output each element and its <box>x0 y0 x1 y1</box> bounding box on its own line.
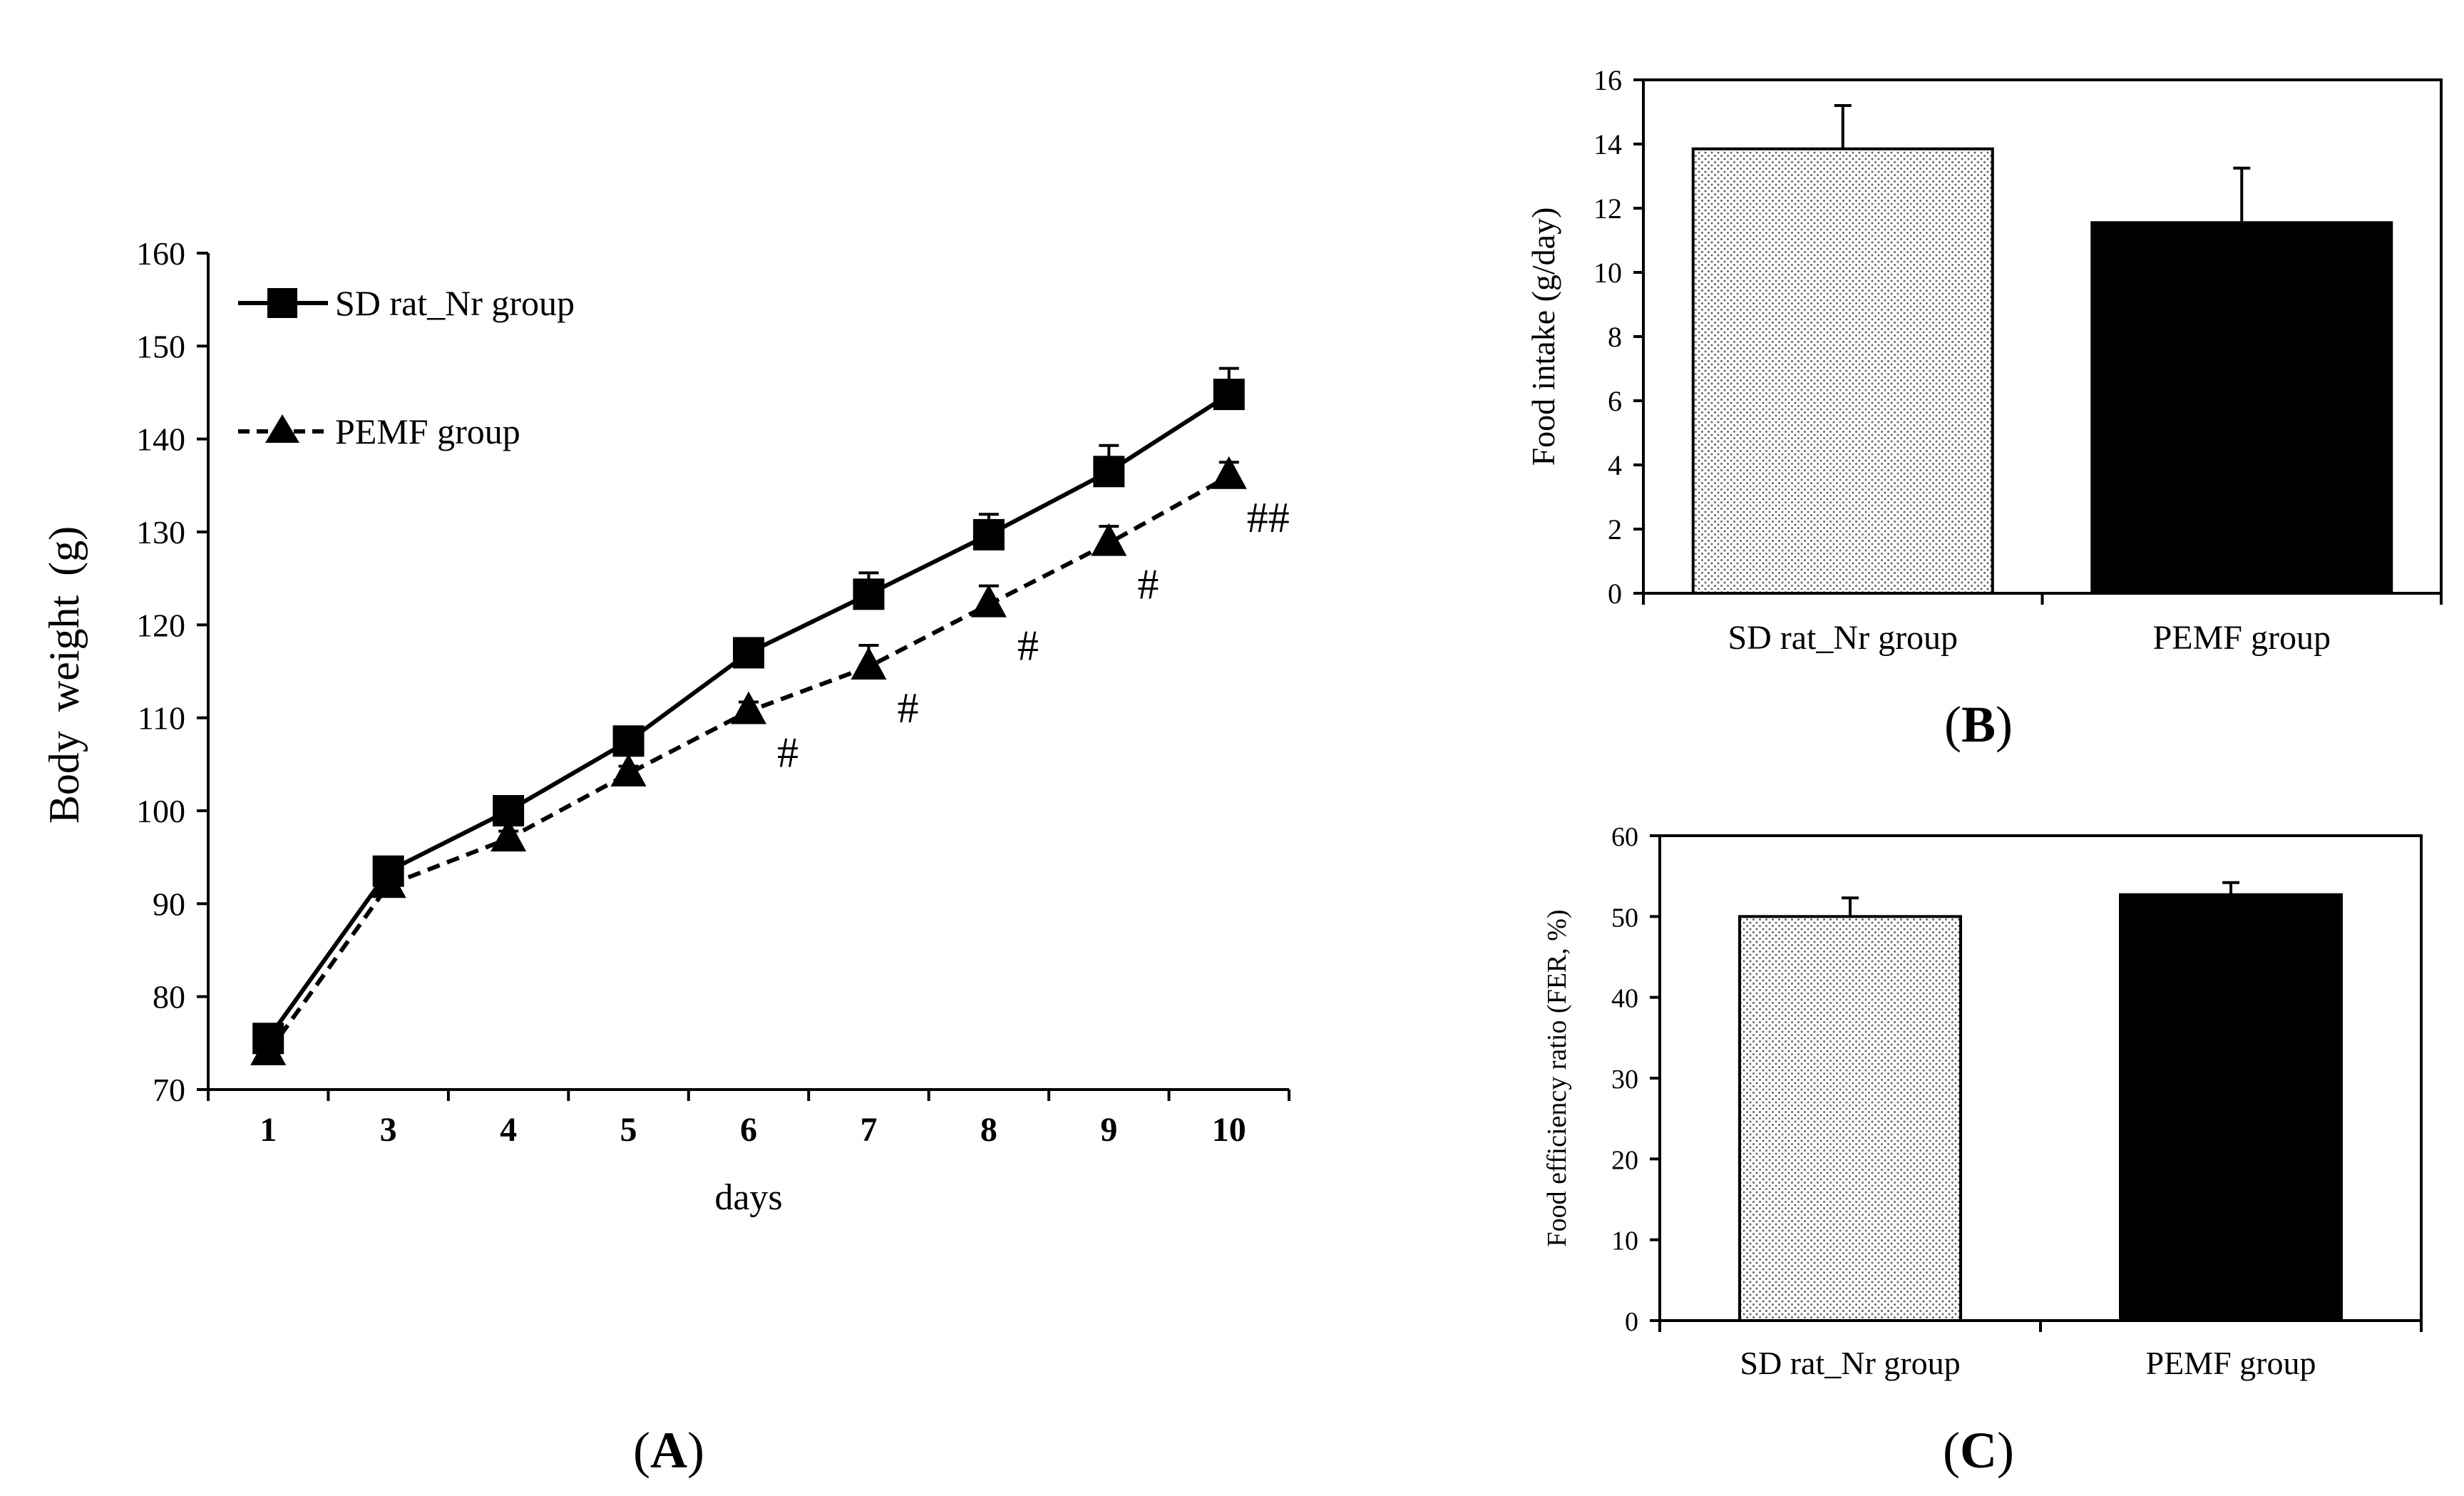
x-tick-label: 9 <box>1100 1111 1117 1149</box>
y-tick-label: 120 <box>136 607 185 643</box>
x-tick-label: 8 <box>980 1111 997 1149</box>
significance-marker: # <box>777 729 799 777</box>
data-point-triangle <box>1091 523 1127 556</box>
y-tick-label: 80 <box>153 979 185 1015</box>
bar <box>2119 893 2343 1322</box>
bar <box>1738 915 1962 1323</box>
y-tick-label: 130 <box>136 514 185 550</box>
data-point-square <box>1213 379 1245 411</box>
x-tick-label: 10 <box>1212 1111 1246 1149</box>
y-tick-label: 0 <box>1608 578 1622 610</box>
data-point-square <box>733 637 764 669</box>
data-point-triangle <box>1211 456 1247 489</box>
y-tick-label: 140 <box>136 421 185 458</box>
legend-marker-square <box>267 288 297 318</box>
panel-label: (C) <box>1943 1422 2014 1479</box>
y-tick-label: 20 <box>1611 1145 1638 1175</box>
y-axis-title: Food efficiency ratio (FER, %) <box>1542 909 1572 1246</box>
x-tick-label: 1 <box>260 1111 277 1149</box>
x-category-label: SD rat_Nr group <box>1740 1345 1960 1381</box>
data-point-triangle <box>491 819 527 852</box>
data-point-square <box>612 725 645 757</box>
y-tick-label: 0 <box>1625 1307 1638 1337</box>
y-tick-label: 2 <box>1608 513 1622 545</box>
panel-a-line-chart: 70 80 90 100 110 120 130 140 150 160 1 3 4 5 6 7 8 9 10 day… <box>41 235 1290 1479</box>
y-axis-title: Body weight (g) <box>41 526 88 824</box>
x-category-label: SD rat_Nr group <box>1728 619 1958 657</box>
significance-marker: # <box>1017 623 1039 670</box>
y-tick-label: 16 <box>1593 64 1622 96</box>
y-tick-label: 40 <box>1611 984 1638 1014</box>
data-point-square <box>853 578 885 610</box>
x-category-label: PEMF group <box>2153 619 2331 657</box>
y-tick-label: 100 <box>136 793 185 829</box>
data-point-square <box>972 518 1005 550</box>
data-point-square <box>1093 456 1125 488</box>
panel-label: (A) <box>633 1422 704 1479</box>
x-category-label: PEMF group <box>2146 1345 2316 1381</box>
x-tick-label: 3 <box>380 1111 397 1149</box>
y-tick-label: 14 <box>1593 128 1622 160</box>
y-tick-label: 50 <box>1611 903 1638 933</box>
y-tick-label: 12 <box>1593 193 1622 225</box>
significance-marker: ## <box>1247 494 1290 541</box>
y-tick-label: 150 <box>136 328 185 364</box>
legend-marker-triangle <box>265 414 299 443</box>
x-tick-label: 7 <box>860 1111 877 1149</box>
y-tick-label: 160 <box>136 235 185 272</box>
panel-label: (B) <box>1944 696 2013 753</box>
data-point-triangle <box>970 584 1007 618</box>
x-tick-label: 4 <box>500 1111 517 1149</box>
data-point-triangle <box>370 865 406 898</box>
data-point-triangle <box>250 1032 287 1065</box>
y-tick-label: 90 <box>153 886 185 922</box>
y-tick-label: 10 <box>1593 257 1622 289</box>
y-axis-title: Food intake (g/day) <box>1525 208 1561 466</box>
y-tick-label: 4 <box>1608 449 1622 481</box>
legend-label: SD rat_Nr group <box>335 283 575 323</box>
y-tick-label: 10 <box>1611 1226 1638 1256</box>
x-tick-label: 6 <box>740 1111 757 1149</box>
series-line-1 <box>266 474 1231 1054</box>
x-axis-title: days <box>714 1177 782 1218</box>
y-tick-label: 30 <box>1611 1065 1638 1095</box>
significance-marker: # <box>897 685 918 732</box>
panel-b-bar-chart: 0 2 4 6 8 10 12 14 16 SD rat_Nr group PEMF group Fo… <box>1525 64 2443 753</box>
legend: SD rat_Nr group PEMF group <box>238 283 575 451</box>
bar <box>1691 147 1994 595</box>
y-tick-label: 6 <box>1608 385 1622 417</box>
y-tick-label: 8 <box>1608 321 1622 353</box>
y-tick-label: 70 <box>153 1072 185 1108</box>
data-point-triangle <box>610 753 647 787</box>
bar <box>2090 221 2393 595</box>
x-tick-label: 5 <box>620 1111 637 1149</box>
legend-label: PEMF group <box>335 411 520 451</box>
y-tick-label: 60 <box>1611 822 1638 852</box>
data-point-triangle <box>851 646 887 680</box>
significance-marker: # <box>1137 561 1159 608</box>
panel-c-bar-chart: 0 10 20 30 40 50 60 SD rat_Nr group PEMF group Fo… <box>1542 822 2423 1479</box>
data-point-triangle <box>731 691 766 724</box>
y-tick-label: 110 <box>138 700 185 737</box>
